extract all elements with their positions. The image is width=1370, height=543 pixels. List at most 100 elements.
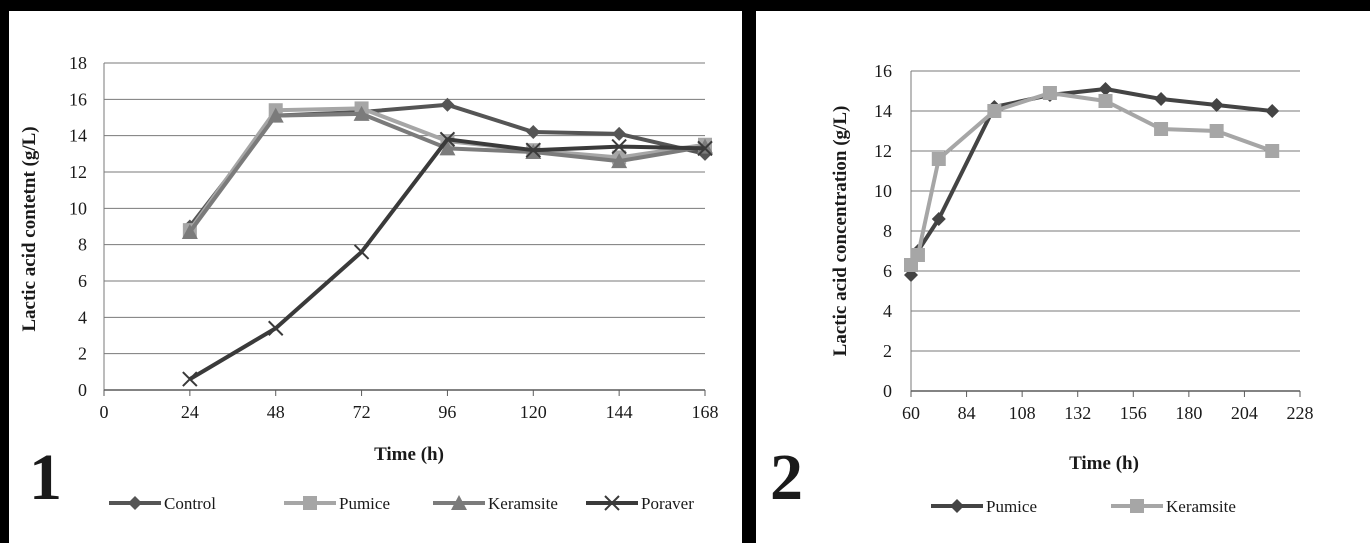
chart-2-y-axis-label: Lactic acid concentration (g/L) xyxy=(830,106,851,357)
data-point xyxy=(1209,124,1224,138)
data-point xyxy=(1154,122,1169,136)
x-tick-label: 132 xyxy=(1064,403,1091,423)
chart-1-series-pumice xyxy=(182,101,712,238)
chart-2-gridlines xyxy=(911,70,1300,392)
legend-label: Keramsite xyxy=(1166,497,1236,516)
data-point xyxy=(1098,94,1113,108)
data-point xyxy=(353,105,370,121)
data-point xyxy=(931,152,946,166)
chart-2-svg: 2 Time (h) Lactic acid concentration (g/… xyxy=(770,61,1314,516)
y-tick-label: 8 xyxy=(883,221,892,241)
series-line xyxy=(909,87,1273,276)
data-point xyxy=(439,140,456,156)
data-point xyxy=(987,104,1002,118)
data-point xyxy=(439,131,456,148)
chart-2-x-axis-label: Time (h) xyxy=(1069,453,1139,474)
x-tick-label: 48 xyxy=(267,402,285,422)
data-point xyxy=(182,371,198,387)
legend-label: Pumice xyxy=(986,497,1037,516)
y-tick-label: 6 xyxy=(78,271,87,291)
y-tick-label: 10 xyxy=(69,198,87,218)
y-tick-label: 8 xyxy=(78,235,87,255)
legend-item: Pumice xyxy=(931,497,1037,516)
legend-label: Control xyxy=(164,494,216,513)
y-tick-label: 2 xyxy=(78,344,87,364)
data-point xyxy=(1265,104,1280,118)
legend-marker xyxy=(950,499,964,513)
data-point xyxy=(910,248,925,262)
y-tick-label: 0 xyxy=(78,380,87,400)
x-tick-label: 108 xyxy=(1009,403,1036,423)
y-tick-label: 14 xyxy=(69,126,87,146)
chart-panel-1: 1 Time (h) Lactic acid contetnt (g/L) 0 2… xyxy=(9,11,742,543)
legend-item: Keramsite xyxy=(1111,497,1236,516)
series-line xyxy=(188,111,706,234)
x-tick-label: 0 xyxy=(100,402,109,422)
y-tick-label: 2 xyxy=(883,341,892,361)
data-point xyxy=(1154,92,1169,106)
legend-marker xyxy=(128,496,142,510)
y-tick-label: 4 xyxy=(78,307,87,327)
chart-1-series-poraver xyxy=(182,131,713,387)
panel-label-2: 2 xyxy=(770,441,803,514)
y-tick-label: 18 xyxy=(69,53,87,73)
data-point xyxy=(526,125,541,140)
data-point xyxy=(267,107,284,123)
y-tick-label: 16 xyxy=(69,89,87,109)
legend-item: Pumice xyxy=(284,494,390,513)
legend-label: Keramsite xyxy=(488,494,558,513)
chart-1-x-axis-label: Time (h) xyxy=(374,444,444,465)
data-point xyxy=(611,153,628,169)
legend-item: Control xyxy=(109,494,216,513)
data-point xyxy=(931,212,946,226)
legend-item: Keramsite xyxy=(433,494,558,513)
data-point xyxy=(268,320,284,336)
data-point xyxy=(525,142,541,158)
legend-item: Poraver xyxy=(586,494,694,513)
x-tick-label: 180 xyxy=(1175,403,1202,423)
legend-label: Poraver xyxy=(641,494,694,513)
x-tick-label: 72 xyxy=(353,402,371,422)
legend-marker xyxy=(451,495,467,510)
chart-panel-2: 2 Time (h) Lactic acid concentration (g/… xyxy=(756,11,1370,543)
y-tick-label: 4 xyxy=(883,301,892,321)
series-line xyxy=(909,91,1273,267)
legend-label: Pumice xyxy=(339,494,390,513)
y-tick-label: 6 xyxy=(883,261,892,281)
x-tick-label: 156 xyxy=(1120,403,1147,423)
x-tick-label: 204 xyxy=(1231,403,1258,423)
y-tick-label: 10 xyxy=(874,181,892,201)
data-point xyxy=(440,97,455,112)
x-tick-label: 60 xyxy=(902,403,920,423)
y-tick-label: 0 xyxy=(883,381,892,401)
legend-marker xyxy=(303,496,317,510)
data-point xyxy=(612,126,627,141)
y-tick-label: 12 xyxy=(874,141,892,161)
series-line xyxy=(188,137,706,381)
chart-1-series-control xyxy=(182,97,712,234)
x-tick-label: 144 xyxy=(606,402,633,422)
data-point xyxy=(697,140,713,157)
x-tick-label: 84 xyxy=(958,403,976,423)
x-tick-label: 168 xyxy=(692,402,719,422)
data-point xyxy=(1042,86,1057,100)
data-point xyxy=(611,138,627,155)
x-tick-label: 24 xyxy=(181,402,199,422)
chart-2-series-keramsite xyxy=(904,86,1280,272)
legend-marker xyxy=(604,495,620,511)
x-tick-label: 96 xyxy=(438,402,456,422)
chart-1-y-axis-label: Lactic acid contetnt (g/L) xyxy=(19,126,40,331)
x-tick-label: 120 xyxy=(520,402,547,422)
y-tick-label: 12 xyxy=(69,162,87,182)
y-tick-label: 14 xyxy=(874,101,892,121)
chart-2-series-pumice xyxy=(904,82,1280,282)
panel-label-1: 1 xyxy=(29,441,62,514)
y-tick-label: 16 xyxy=(874,61,892,81)
data-point xyxy=(181,223,198,239)
data-point xyxy=(1265,144,1280,158)
chart-1-svg: 1 Time (h) Lactic acid contetnt (g/L) 0 2… xyxy=(19,53,719,514)
data-point xyxy=(353,244,370,260)
data-point xyxy=(1209,98,1224,112)
x-tick-label: 228 xyxy=(1287,403,1314,423)
